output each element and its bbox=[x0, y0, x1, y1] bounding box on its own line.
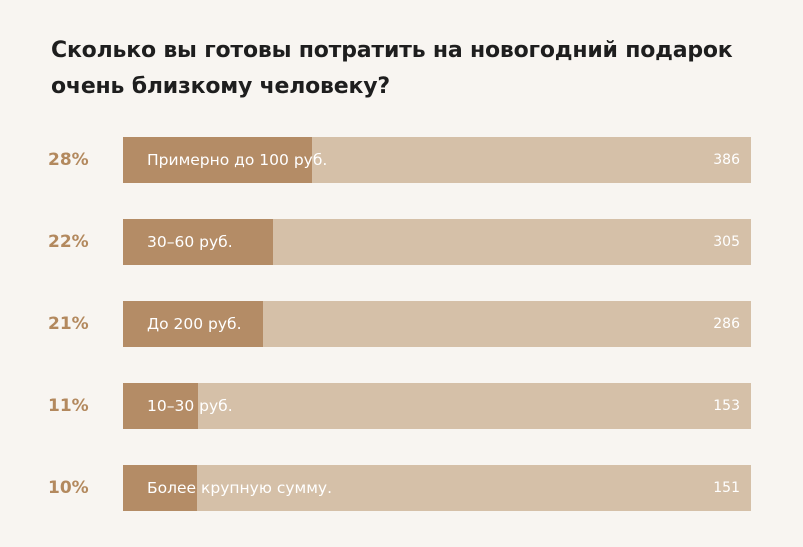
bar-row: 11% 10–30 руб. 153 bbox=[0, 383, 803, 429]
bar-row: 22% 30–60 руб. 305 bbox=[0, 219, 803, 265]
category-label: 30–60 руб. bbox=[147, 233, 233, 251]
percent-label: 22% bbox=[48, 232, 89, 252]
bar-track: 30–60 руб. 305 bbox=[123, 219, 751, 265]
value-label: 386 bbox=[713, 152, 740, 168]
value-label: 305 bbox=[713, 234, 740, 250]
bar-row: 21% До 200 руб. 286 bbox=[0, 301, 803, 347]
chart-title: Сколько вы готовы потратить на новогодни… bbox=[51, 38, 733, 99]
value-label: 151 bbox=[713, 480, 740, 496]
category-label: Более крупную сумму. bbox=[147, 479, 332, 497]
bar-row: 10% Более крупную сумму. 151 bbox=[0, 465, 803, 511]
bar-fill bbox=[123, 137, 313, 183]
bar-fill bbox=[123, 219, 273, 265]
bar-row: 28% Примерно до 100 руб. 386 bbox=[0, 137, 803, 183]
category-label: Примерно до 100 руб. bbox=[147, 151, 328, 169]
category-label: 10–30 руб. bbox=[147, 397, 233, 415]
bar-fill bbox=[123, 301, 264, 347]
bar-fill bbox=[123, 383, 198, 429]
bar-track: До 200 руб. 286 bbox=[123, 301, 751, 347]
percent-label: 28% bbox=[48, 150, 89, 170]
percent-label: 11% bbox=[48, 396, 89, 416]
percent-label: 10% bbox=[48, 478, 89, 498]
bar-track: Примерно до 100 руб. 386 bbox=[123, 137, 751, 183]
percent-label: 21% bbox=[48, 314, 89, 334]
value-label: 286 bbox=[713, 316, 740, 332]
category-label: До 200 руб. bbox=[147, 315, 242, 333]
bar-fill bbox=[123, 465, 198, 511]
value-label: 153 bbox=[713, 398, 740, 414]
bar-track: Более крупную сумму. 151 bbox=[123, 465, 751, 511]
bar-track: 10–30 руб. 153 bbox=[123, 383, 751, 429]
